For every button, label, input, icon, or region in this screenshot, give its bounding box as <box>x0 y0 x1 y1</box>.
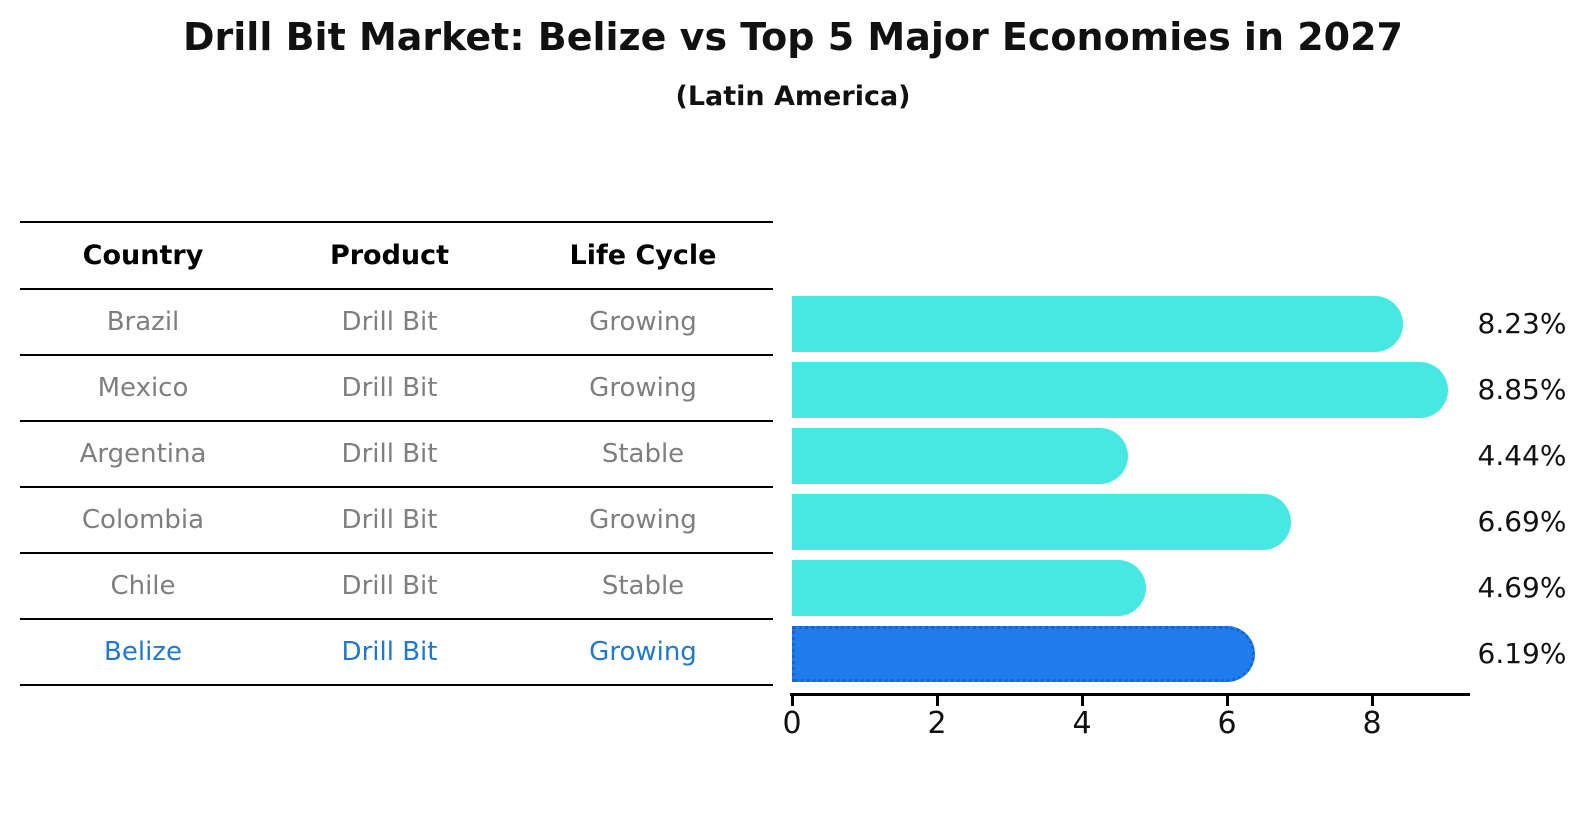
table-cell: Growing <box>589 505 697 535</box>
x-axis-tick-label: 8 <box>1362 706 1382 741</box>
chart-title: Drill Bit Market: Belize vs Top 5 Major … <box>182 15 1403 59</box>
table-cell: Mexico <box>97 373 189 403</box>
x-axis-tick <box>1080 696 1084 706</box>
bar-belize <box>792 626 1255 682</box>
x-axis-tick-label: 0 <box>782 706 802 741</box>
table-cell: Drill Bit <box>341 505 438 535</box>
x-axis-tick <box>935 696 939 706</box>
x-axis-tick-label: 2 <box>927 706 947 741</box>
x-axis-tick-label: 6 <box>1217 706 1237 741</box>
bar-argentina <box>792 428 1128 484</box>
chart-subtitle: (Latin America) <box>675 81 911 112</box>
bar-value-label-argentina: 4.44% <box>1477 439 1567 472</box>
table-row-mexico: Mexico Drill Bit Growing <box>20 356 773 422</box>
table-cell: Colombia <box>81 505 205 535</box>
bar-value-label-colombia: 6.69% <box>1477 505 1567 538</box>
table-header-cell-country: Country <box>82 240 204 271</box>
table-cell: Drill Bit <box>341 571 438 601</box>
bar-value-label-belize: 6.19% <box>1477 637 1567 670</box>
table-row-colombia: Colombia Drill Bit Growing <box>20 488 773 554</box>
table-cell: Stable <box>601 439 685 469</box>
table-row-belize: Belize Drill Bit Growing <box>20 620 773 686</box>
table-row-argentina: Argentina Drill Bit Stable <box>20 422 773 488</box>
table-cell: Drill Bit <box>341 637 438 667</box>
x-axis-tick-label: 4 <box>1072 706 1092 741</box>
table-row-chile: Chile Drill Bit Stable <box>20 554 773 620</box>
table-cell: Brazil <box>106 307 180 337</box>
bar-mexico <box>792 362 1448 418</box>
table-header-cell-product: Product <box>329 240 450 271</box>
x-axis-line <box>790 693 1470 696</box>
bar-colombia <box>792 494 1292 550</box>
table-cell: Stable <box>601 571 685 601</box>
bar-value-label-chile: 4.69% <box>1477 571 1567 604</box>
table-header-row: Country Product Life Cycle <box>20 223 773 290</box>
table-cell: Argentina <box>79 439 207 469</box>
table-cell: Growing <box>589 307 697 337</box>
x-axis-tick <box>790 696 794 706</box>
bar-value-label-brazil: 8.23% <box>1477 307 1567 340</box>
table-cell: Growing <box>589 637 697 667</box>
table-cell: Belize <box>104 637 182 667</box>
table-cell: Drill Bit <box>341 439 438 469</box>
bar-chile <box>792 560 1147 616</box>
table-cell: Drill Bit <box>341 373 438 403</box>
x-axis-tick <box>1370 696 1374 706</box>
table-header-cell-life-cycle: Life Cycle <box>569 240 717 271</box>
bar-brazil <box>792 296 1403 352</box>
table-row-brazil: Brazil Drill Bit Growing <box>20 290 773 356</box>
table-cell: Chile <box>110 571 176 601</box>
table-body: Brazil Drill Bit Growing Mexico Drill Bit Gro… <box>20 290 773 686</box>
x-axis-tick <box>1225 696 1229 706</box>
country-table: Country Product Life Cycle Brazil Drill Bit… <box>20 221 773 686</box>
bar-value-label-mexico: 8.85% <box>1477 373 1567 406</box>
table-cell: Drill Bit <box>341 307 438 337</box>
table-cell: Growing <box>589 373 697 403</box>
